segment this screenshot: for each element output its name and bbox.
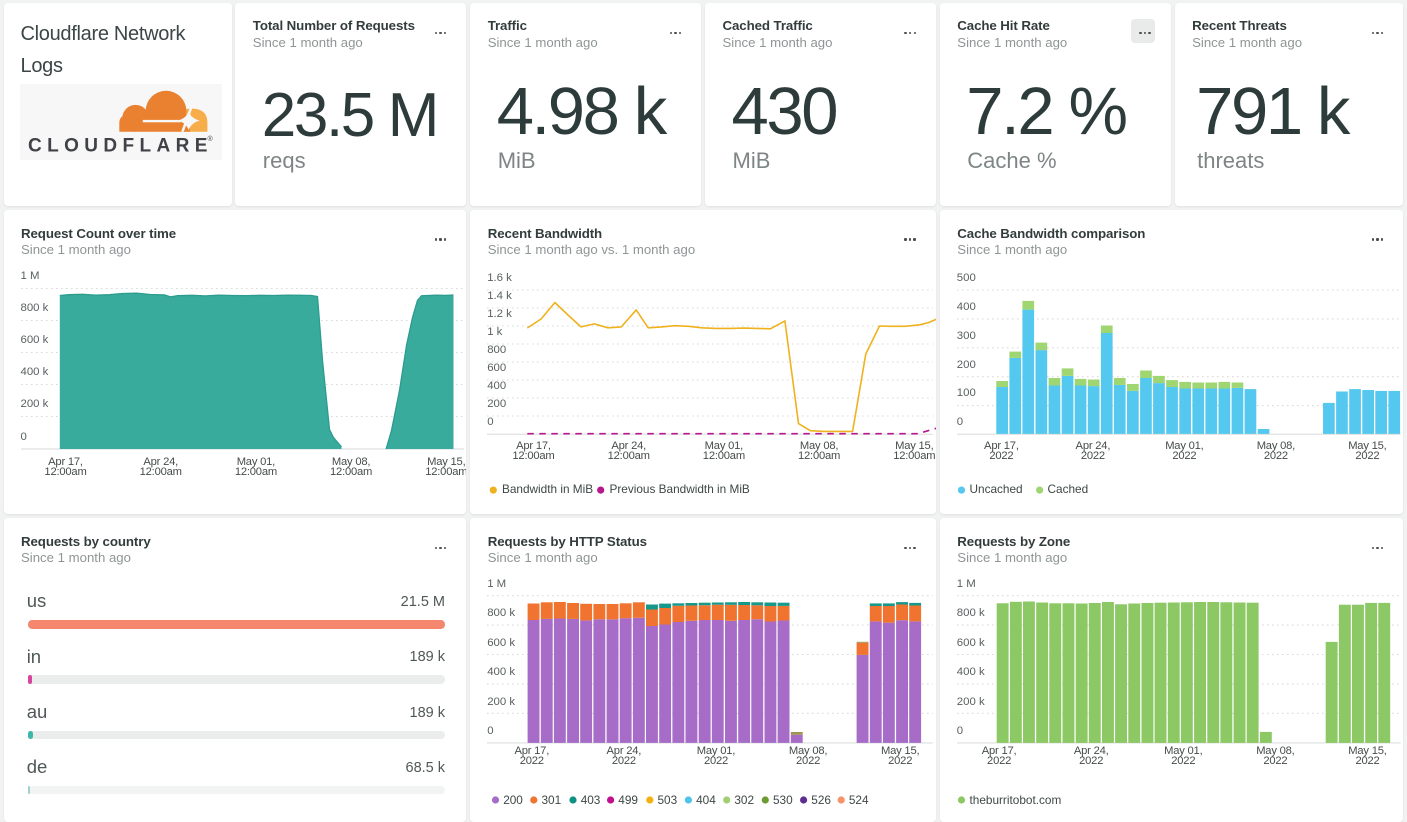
svg-text:®: ® bbox=[208, 135, 214, 143]
svg-text:CLOUDFLARE: CLOUDFLARE bbox=[28, 135, 213, 156]
